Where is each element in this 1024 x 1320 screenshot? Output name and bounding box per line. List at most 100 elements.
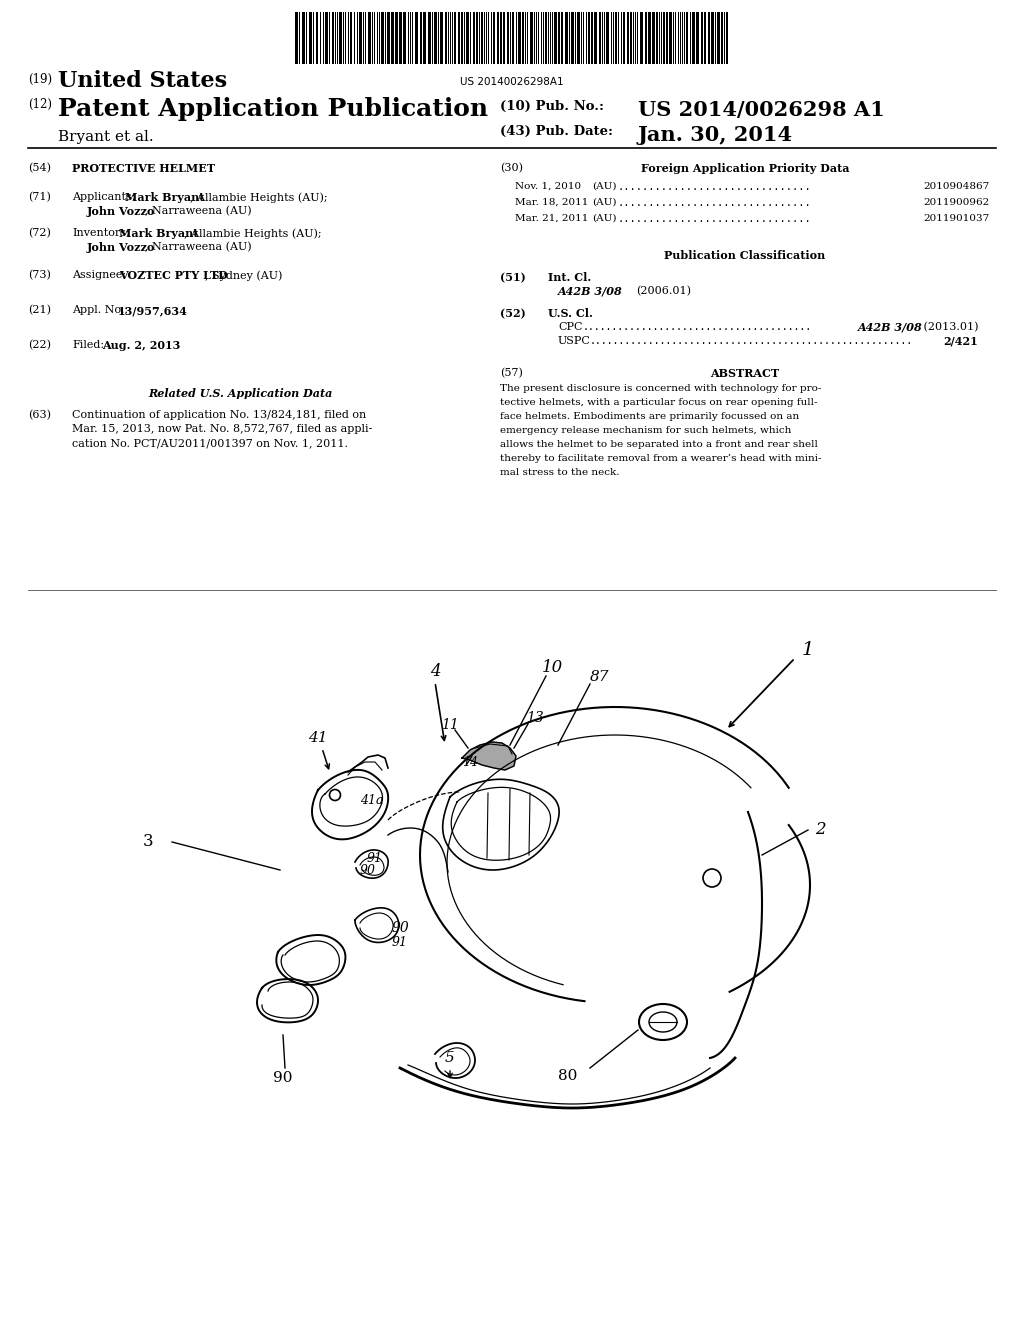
Text: Jan. 30, 2014: Jan. 30, 2014 bbox=[638, 125, 794, 145]
Text: Continuation of application No. 13/824,181, filed on: Continuation of application No. 13/824,1… bbox=[72, 411, 367, 420]
Bar bbox=[440, 12, 443, 63]
Bar bbox=[339, 12, 342, 63]
Bar bbox=[507, 12, 509, 63]
Text: U.S. Cl.: U.S. Cl. bbox=[548, 308, 593, 319]
Text: Assignee:: Assignee: bbox=[72, 271, 126, 280]
Text: (12): (12) bbox=[28, 98, 52, 111]
Text: .......................................: ....................................... bbox=[583, 322, 812, 333]
Bar bbox=[461, 12, 463, 63]
Bar bbox=[545, 12, 547, 63]
Text: , Narraweena (AU): , Narraweena (AU) bbox=[145, 206, 252, 216]
Text: (AU): (AU) bbox=[592, 182, 616, 191]
Text: mal stress to the neck.: mal stress to the neck. bbox=[500, 469, 620, 477]
Text: , Narraweena (AU): , Narraweena (AU) bbox=[145, 242, 252, 252]
Bar bbox=[403, 12, 406, 63]
Text: A42B 3/08: A42B 3/08 bbox=[858, 322, 923, 333]
Text: face helmets. Embodiments are primarily focussed on an: face helmets. Embodiments are primarily … bbox=[500, 412, 800, 421]
Text: 80: 80 bbox=[558, 1069, 578, 1082]
Bar bbox=[648, 12, 651, 63]
Bar bbox=[652, 12, 655, 63]
Bar bbox=[645, 12, 647, 63]
Bar bbox=[711, 12, 714, 63]
Text: 13: 13 bbox=[526, 711, 544, 725]
Text: Inventors:: Inventors: bbox=[72, 228, 130, 238]
Bar bbox=[565, 12, 568, 63]
Text: tective helmets, with a particular focus on rear opening full-: tective helmets, with a particular focus… bbox=[500, 399, 817, 407]
Text: Appl. No.:: Appl. No.: bbox=[72, 305, 128, 315]
Bar bbox=[726, 12, 728, 63]
Text: (51): (51) bbox=[500, 272, 525, 282]
Bar bbox=[522, 12, 524, 63]
Text: allows the helmet to be separated into a front and rear shell: allows the helmet to be separated into a… bbox=[500, 440, 818, 449]
Bar bbox=[391, 12, 394, 63]
Bar bbox=[571, 12, 574, 63]
Bar bbox=[518, 12, 521, 63]
Text: (72): (72) bbox=[28, 228, 51, 239]
Bar bbox=[640, 12, 643, 63]
Text: 4: 4 bbox=[430, 664, 440, 681]
Bar bbox=[302, 12, 305, 63]
Text: 2: 2 bbox=[815, 821, 825, 838]
Bar bbox=[481, 12, 483, 63]
Text: , Allambie Heights (AU);: , Allambie Heights (AU); bbox=[190, 191, 328, 202]
Bar bbox=[512, 12, 514, 63]
Bar bbox=[669, 12, 672, 63]
Text: ...............................: ............................... bbox=[618, 182, 812, 191]
Text: Mark Bryant: Mark Bryant bbox=[125, 191, 205, 203]
Bar bbox=[399, 12, 402, 63]
Bar bbox=[721, 12, 723, 63]
Text: (63): (63) bbox=[28, 411, 51, 420]
Text: Applicants:: Applicants: bbox=[72, 191, 135, 202]
Text: (73): (73) bbox=[28, 271, 51, 280]
Text: , Allambie Heights (AU);: , Allambie Heights (AU); bbox=[184, 228, 322, 239]
Bar bbox=[599, 12, 601, 63]
Bar bbox=[332, 12, 334, 63]
Bar bbox=[615, 12, 617, 63]
Bar bbox=[577, 12, 580, 63]
Text: Mar. 18, 2011: Mar. 18, 2011 bbox=[515, 198, 589, 207]
Bar bbox=[558, 12, 560, 63]
Bar bbox=[561, 12, 563, 63]
Text: 2010904867: 2010904867 bbox=[924, 182, 990, 191]
Text: Bryant et al.: Bryant et al. bbox=[58, 129, 154, 144]
Text: cation No. PCT/AU2011/001397 on Nov. 1, 2011.: cation No. PCT/AU2011/001397 on Nov. 1, … bbox=[72, 438, 348, 447]
Text: 90: 90 bbox=[391, 921, 409, 935]
Bar bbox=[387, 12, 390, 63]
Bar bbox=[420, 12, 422, 63]
Text: 2/421: 2/421 bbox=[943, 337, 978, 347]
Bar bbox=[350, 12, 352, 63]
Bar bbox=[368, 12, 371, 63]
Text: Mar. 21, 2011: Mar. 21, 2011 bbox=[515, 214, 589, 223]
Text: (2006.01): (2006.01) bbox=[636, 286, 691, 296]
Bar bbox=[415, 12, 418, 63]
Ellipse shape bbox=[649, 1012, 677, 1032]
Bar bbox=[594, 12, 597, 63]
Bar bbox=[591, 12, 593, 63]
Bar bbox=[473, 12, 475, 63]
Text: (57): (57) bbox=[500, 368, 523, 379]
Text: 5: 5 bbox=[445, 1051, 455, 1065]
Bar bbox=[295, 12, 298, 63]
Text: 3: 3 bbox=[142, 833, 154, 850]
Bar bbox=[359, 12, 362, 63]
Ellipse shape bbox=[639, 1005, 687, 1040]
Text: John Vozzo: John Vozzo bbox=[87, 242, 156, 253]
Bar bbox=[309, 12, 312, 63]
Circle shape bbox=[330, 789, 341, 800]
Text: US 20140026298A1: US 20140026298A1 bbox=[460, 77, 564, 87]
Text: Mark Bryant: Mark Bryant bbox=[119, 228, 199, 239]
Text: (AU): (AU) bbox=[592, 198, 616, 207]
Circle shape bbox=[703, 869, 721, 887]
Text: (10) Pub. No.:: (10) Pub. No.: bbox=[500, 100, 604, 114]
Text: Nov. 1, 2010: Nov. 1, 2010 bbox=[515, 182, 582, 191]
Text: 2011900962: 2011900962 bbox=[924, 198, 990, 207]
Text: The present disclosure is concerned with technology for pro-: The present disclosure is concerned with… bbox=[500, 384, 821, 393]
Text: .......................................................: ........................................… bbox=[590, 337, 913, 346]
Bar bbox=[316, 12, 318, 63]
Bar bbox=[630, 12, 632, 63]
Bar bbox=[701, 12, 703, 63]
Text: (22): (22) bbox=[28, 341, 51, 350]
Bar bbox=[428, 12, 431, 63]
Text: 91: 91 bbox=[367, 851, 383, 865]
Text: 2011901037: 2011901037 bbox=[924, 214, 990, 223]
